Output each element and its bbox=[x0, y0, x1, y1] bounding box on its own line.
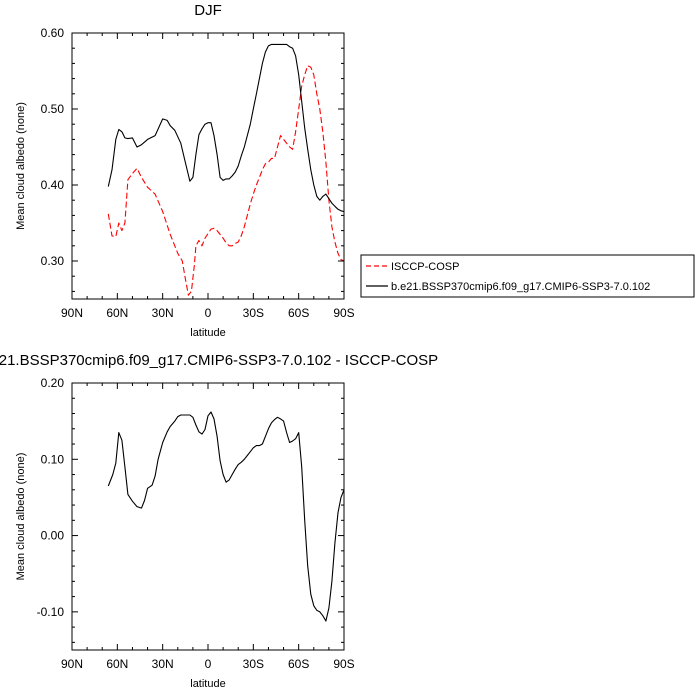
x-tick-label: 90S bbox=[333, 306, 354, 320]
legend-label-1: ISCCP-COSP bbox=[391, 261, 459, 273]
y-tick-label: 0.30 bbox=[41, 254, 65, 268]
legend: ISCCP-COSP b.e21.BSSP370cmip6.f09_g17.CMI… bbox=[360, 254, 695, 298]
y-tick-label: 0.20 bbox=[41, 376, 65, 390]
x-axis-label: latitude bbox=[190, 327, 225, 339]
legend-box bbox=[360, 254, 695, 298]
y-tick-label: 0.60 bbox=[41, 26, 65, 40]
x-tick-label: 60S bbox=[288, 657, 309, 671]
y-axis-label: Mean cloud albedo (none) bbox=[15, 102, 27, 230]
series-line-1 bbox=[107, 65, 344, 296]
x-tick-label: 0 bbox=[205, 306, 212, 320]
y-tick-label: 0.50 bbox=[41, 102, 65, 116]
y-tick-label: 0.40 bbox=[41, 178, 65, 192]
y-tick-label: 0.00 bbox=[41, 529, 65, 543]
x-tick-label: 90N bbox=[61, 657, 83, 671]
x-tick-label: 30S bbox=[243, 657, 264, 671]
x-tick-label: 60N bbox=[106, 657, 128, 671]
x-tick-label: 30N bbox=[152, 306, 174, 320]
y-tick-label: -0.10 bbox=[37, 605, 65, 619]
x-axis-label: latitude bbox=[190, 678, 225, 690]
x-tick-label: 60N bbox=[106, 306, 128, 320]
series-group bbox=[107, 411, 344, 622]
x-tick-label: 60S bbox=[288, 306, 309, 320]
x-tick-label: 0 bbox=[205, 657, 212, 671]
x-tick-label: 30S bbox=[243, 306, 264, 320]
chart-panel-1: DJF 90N 60N 30N 0 30S 60S 90S 0.30 0.40 0.50 0.60 la… bbox=[15, 2, 355, 339]
chart-title: DJF bbox=[194, 2, 222, 19]
legend-label-2: b.e21.BSSP370cmip6.f09_g17.CMIP6-SSP3-7.… bbox=[391, 281, 650, 293]
x-tick-label: 90S bbox=[333, 657, 354, 671]
x-tick-label: 30N bbox=[152, 657, 174, 671]
y-tick-label: 0.10 bbox=[41, 452, 65, 466]
chart-title: b.e21.BSSP370cmip6.f09_g17.CMIP6-SSP3-7.… bbox=[0, 352, 438, 369]
chart-panel-2: b.e21.BSSP370cmip6.f09_g17.CMIP6-SSP3-7.… bbox=[0, 352, 438, 690]
x-tick-label: 90N bbox=[61, 306, 83, 320]
series-line-2 bbox=[107, 43, 344, 213]
series-line-1 bbox=[107, 411, 344, 622]
plot-frame bbox=[71, 382, 345, 651]
y-axis-label: Mean cloud albedo (none) bbox=[15, 453, 27, 581]
series-group bbox=[107, 43, 344, 296]
